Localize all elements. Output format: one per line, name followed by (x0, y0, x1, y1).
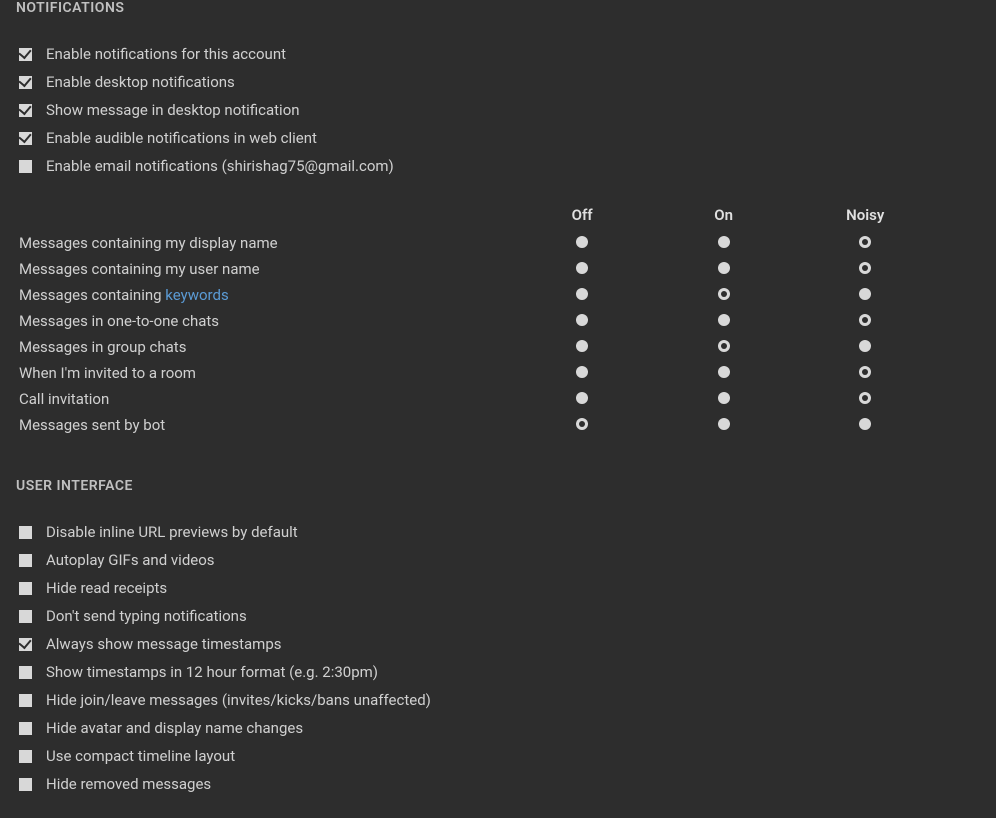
checkbox-enable-notifications[interactable] (19, 48, 32, 61)
radio-off[interactable] (576, 418, 588, 430)
table-row: Call invitation (16, 386, 936, 412)
checkbox-label: Hide removed messages (46, 775, 211, 793)
checkbox-hide-removed-messages[interactable] (19, 778, 32, 791)
checkbox-label: Hide avatar and display name changes (46, 719, 303, 737)
checkbox-label: Disable inline URL previews by default (46, 523, 298, 541)
checkbox-row: Hide join/leave messages (invites/kicks/… (16, 686, 980, 714)
checkbox-hide-join-leave[interactable] (19, 694, 32, 707)
table-row: Messages containing my user name (16, 256, 936, 282)
checkbox-label: Enable audible notifications in web clie… (46, 129, 317, 147)
radio-on[interactable] (718, 418, 730, 430)
rule-label-prefix: Messages containing (19, 286, 165, 304)
checkbox-row: Hide removed messages (16, 770, 980, 798)
radio-off[interactable] (576, 366, 588, 378)
checkbox-row: Always show message timestamps (16, 630, 980, 658)
checkbox-enable-desktop-notifications[interactable] (19, 76, 32, 89)
rule-label: When I'm invited to a room (16, 360, 511, 386)
rule-label: Messages containing my user name (16, 256, 511, 282)
checkbox-compact-timeline[interactable] (19, 750, 32, 763)
checkbox-row: Show message in desktop notification (16, 96, 980, 124)
radio-off[interactable] (576, 392, 588, 404)
checkbox-hide-read-receipts[interactable] (19, 582, 32, 595)
table-header-empty (16, 200, 511, 230)
radio-on[interactable] (718, 288, 730, 300)
checkbox-enable-audible[interactable] (19, 132, 32, 145)
table-row: Messages sent by bot (16, 412, 936, 438)
table-header-on: On (653, 200, 795, 230)
table-row: Messages in one-to-one chats (16, 308, 936, 334)
rule-label: Messages sent by bot (16, 412, 511, 438)
radio-on[interactable] (718, 392, 730, 404)
radio-on[interactable] (718, 262, 730, 274)
rule-label: Messages in group chats (16, 334, 511, 360)
checkbox-row: Enable desktop notifications (16, 68, 980, 96)
checkbox-row: Don't send typing notifications (16, 602, 980, 630)
checkbox-label: Use compact timeline layout (46, 747, 235, 765)
radio-off[interactable] (576, 262, 588, 274)
table-row: Messages containing my display name (16, 230, 936, 256)
radio-noisy[interactable] (859, 236, 871, 248)
radio-noisy[interactable] (859, 366, 871, 378)
radio-noisy[interactable] (859, 262, 871, 274)
checkbox-disable-url-previews[interactable] (19, 526, 32, 539)
checkbox-row: Use compact timeline layout (16, 742, 980, 770)
radio-on[interactable] (718, 236, 730, 248)
notifications-checkbox-list: Enable notifications for this account En… (16, 40, 980, 180)
checkbox-show-message-desktop[interactable] (19, 104, 32, 117)
radio-noisy[interactable] (859, 288, 871, 300)
checkbox-row: Autoplay GIFs and videos (16, 546, 980, 574)
checkbox-row: Hide read receipts (16, 574, 980, 602)
checkbox-label: Always show message timestamps (46, 635, 282, 653)
checkbox-label: Enable desktop notifications (46, 73, 235, 91)
radio-on[interactable] (718, 366, 730, 378)
checkbox-label: Show message in desktop notification (46, 101, 300, 119)
rule-label: Messages containing keywords (16, 282, 511, 308)
radio-off[interactable] (576, 340, 588, 352)
checkbox-label: Enable notifications for this account (46, 45, 286, 63)
radio-off[interactable] (576, 314, 588, 326)
notification-rules-table: Off On Noisy Messages containing my disp… (16, 200, 936, 438)
radio-on[interactable] (718, 314, 730, 326)
checkbox-autoplay-gifs[interactable] (19, 554, 32, 567)
checkbox-row: Disable inline URL previews by default (16, 518, 980, 546)
checkbox-label: Hide join/leave messages (invites/kicks/… (46, 691, 431, 709)
radio-off[interactable] (576, 236, 588, 248)
rule-label: Messages containing my display name (16, 230, 511, 256)
checkbox-row: Enable email notifications (shirishag75@… (16, 152, 980, 180)
checkbox-label: Don't send typing notifications (46, 607, 247, 625)
table-header-noisy: Noisy (794, 200, 936, 230)
checkbox-label: Autoplay GIFs and videos (46, 551, 215, 569)
rule-label: Messages in one-to-one chats (16, 308, 511, 334)
checkbox-label: Enable email notifications (shirishag75@… (46, 157, 394, 175)
user-interface-checkbox-list: Disable inline URL previews by default A… (16, 518, 980, 798)
rule-label: Call invitation (16, 386, 511, 412)
table-row: Messages in group chats (16, 334, 936, 360)
notifications-header: NOTIFICATIONS (16, 0, 980, 16)
checkbox-always-show-timestamps[interactable] (19, 638, 32, 651)
radio-noisy[interactable] (859, 418, 871, 430)
table-row: Messages containing keywords (16, 282, 936, 308)
radio-noisy[interactable] (859, 314, 871, 326)
radio-off[interactable] (576, 288, 588, 300)
keywords-link[interactable]: keywords (165, 286, 228, 304)
checkbox-hide-avatar-name-changes[interactable] (19, 722, 32, 735)
checkbox-row: Hide avatar and display name changes (16, 714, 980, 742)
radio-noisy[interactable] (859, 340, 871, 352)
checkbox-label: Hide read receipts (46, 579, 167, 597)
radio-noisy[interactable] (859, 392, 871, 404)
radio-on[interactable] (718, 340, 730, 352)
checkbox-12-hour-format[interactable] (19, 666, 32, 679)
checkbox-dont-send-typing[interactable] (19, 610, 32, 623)
table-header-off: Off (511, 200, 653, 230)
checkbox-row: Show timestamps in 12 hour format (e.g. … (16, 658, 980, 686)
table-row: When I'm invited to a room (16, 360, 936, 386)
user-interface-header: USER INTERFACE (16, 478, 980, 494)
checkbox-enable-email[interactable] (19, 160, 32, 173)
checkbox-row: Enable notifications for this account (16, 40, 980, 68)
checkbox-row: Enable audible notifications in web clie… (16, 124, 980, 152)
checkbox-label: Show timestamps in 12 hour format (e.g. … (46, 663, 378, 681)
